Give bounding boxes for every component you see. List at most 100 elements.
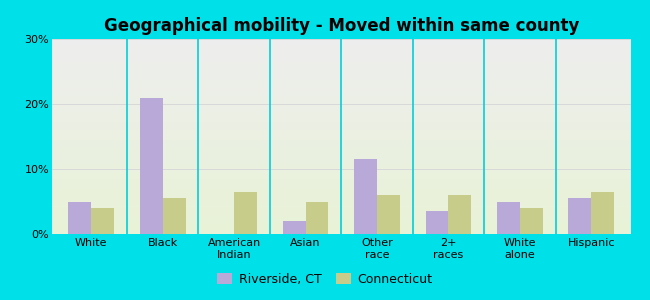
Bar	[52, 110, 630, 111]
Bar	[52, 194, 630, 195]
Bar	[52, 163, 630, 164]
Bar	[52, 144, 630, 145]
Bar	[52, 159, 630, 160]
Bar	[52, 116, 630, 117]
Bar	[497, 202, 520, 234]
Bar	[52, 63, 630, 64]
Bar	[592, 192, 614, 234]
Bar	[52, 109, 630, 110]
Bar	[52, 114, 630, 115]
Bar	[52, 136, 630, 137]
Bar	[52, 102, 630, 103]
Bar	[52, 82, 630, 83]
Bar	[52, 233, 630, 234]
Bar	[52, 229, 630, 230]
Legend: Riverside, CT, Connecticut: Riverside, CT, Connecticut	[213, 268, 437, 291]
Bar	[52, 182, 630, 183]
Bar	[52, 85, 630, 86]
Bar	[52, 161, 630, 162]
Bar	[52, 141, 630, 142]
Bar	[52, 47, 630, 48]
Bar	[52, 166, 630, 167]
Bar	[52, 225, 630, 226]
Bar	[52, 190, 630, 191]
Bar	[52, 126, 630, 127]
Bar	[52, 106, 630, 107]
Bar	[52, 218, 630, 219]
Bar	[52, 113, 630, 114]
Bar	[52, 211, 630, 212]
Bar	[52, 123, 630, 124]
Bar	[52, 132, 630, 133]
Bar	[52, 204, 630, 205]
Bar	[52, 133, 630, 134]
Bar	[52, 142, 630, 143]
Bar	[52, 148, 630, 149]
Bar	[52, 215, 630, 217]
Bar	[52, 100, 630, 101]
Bar	[52, 89, 630, 90]
Bar	[52, 224, 630, 225]
Bar	[52, 149, 630, 150]
Bar	[52, 42, 630, 43]
Bar	[52, 160, 630, 161]
Bar	[52, 214, 630, 215]
Bar	[52, 75, 630, 76]
Bar	[52, 156, 630, 157]
Bar	[52, 43, 630, 44]
Bar	[52, 120, 630, 121]
Bar	[52, 118, 630, 119]
Bar	[52, 222, 630, 223]
Bar	[52, 49, 630, 50]
Bar	[52, 41, 630, 42]
Bar	[52, 104, 630, 105]
Bar	[52, 155, 630, 156]
Bar	[52, 197, 630, 198]
Bar	[52, 58, 630, 59]
Bar	[52, 98, 630, 100]
Bar	[52, 178, 630, 179]
Bar	[52, 181, 630, 182]
Bar	[52, 80, 630, 81]
Bar	[52, 86, 630, 87]
Bar	[52, 217, 630, 218]
Bar	[52, 115, 630, 116]
Bar	[52, 60, 630, 62]
Bar	[52, 70, 630, 71]
Bar	[52, 44, 630, 45]
Bar	[52, 50, 630, 51]
Bar	[426, 211, 448, 234]
Bar	[52, 145, 630, 146]
Bar	[91, 208, 114, 234]
Bar	[52, 54, 630, 55]
Bar	[52, 61, 630, 62]
Bar	[52, 186, 630, 187]
Bar	[52, 39, 630, 40]
Bar	[52, 97, 630, 98]
Bar	[52, 93, 630, 94]
Bar	[52, 200, 630, 201]
Bar	[52, 199, 630, 200]
Bar	[52, 78, 630, 79]
Bar	[52, 131, 630, 132]
Bar	[52, 153, 630, 154]
Bar	[52, 139, 630, 140]
Bar	[52, 95, 630, 97]
Bar	[52, 91, 630, 92]
Bar	[52, 51, 630, 52]
Bar	[52, 180, 630, 181]
Bar	[52, 111, 630, 112]
Bar	[52, 72, 630, 73]
Bar	[52, 99, 630, 101]
Bar	[52, 94, 630, 95]
Bar	[52, 150, 630, 151]
Bar	[52, 187, 630, 188]
Bar	[52, 207, 630, 208]
Bar	[52, 154, 630, 155]
Bar	[52, 105, 630, 106]
Bar	[52, 212, 630, 214]
Bar	[52, 192, 630, 193]
Bar	[68, 202, 91, 234]
Bar	[52, 210, 630, 211]
Bar	[52, 191, 630, 192]
